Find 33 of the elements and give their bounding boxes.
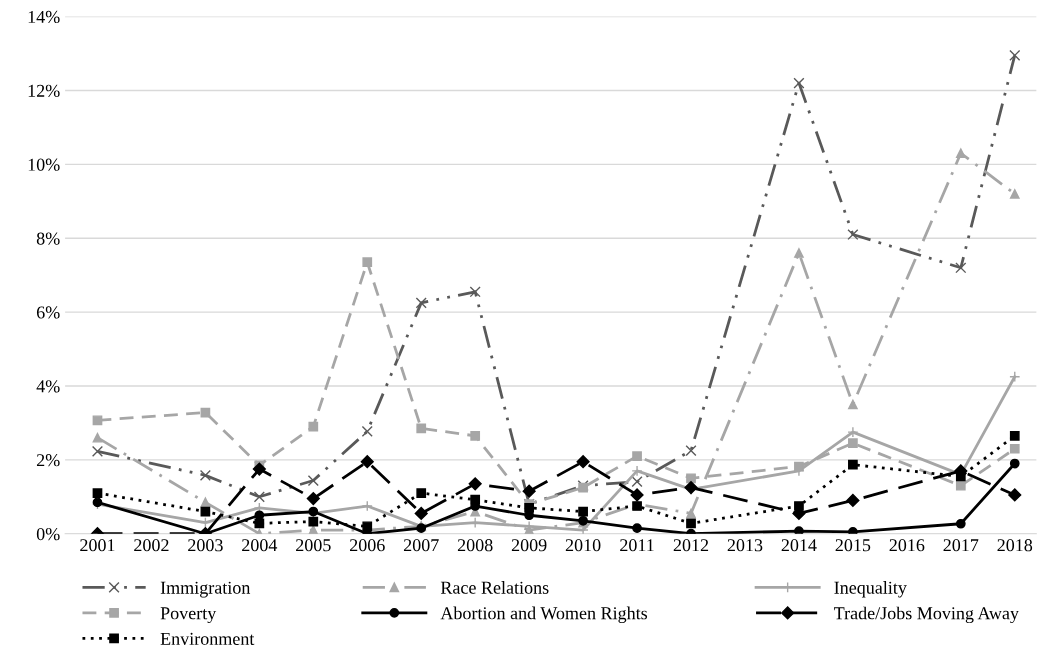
x-tick-label: 2004 (242, 539, 278, 552)
y-tick-label: 8% (36, 232, 60, 245)
x-tick-label: 2008 (457, 539, 493, 552)
x-tick-label: 2012 (673, 539, 709, 552)
x-tick-label: 2015 (835, 539, 871, 552)
legend-label: Immigration (160, 581, 251, 598)
legend-label: Poverty (160, 607, 217, 624)
x-tick-label: 2011 (620, 539, 654, 552)
x-tick-label: 2005 (296, 539, 331, 552)
x-tick-label: 2017 (943, 539, 979, 552)
y-tick-label: 0% (36, 527, 60, 541)
x-tick-label: 2007 (403, 539, 439, 552)
y-tick-label: 4% (36, 380, 60, 393)
y-tick-label: 14% (28, 10, 60, 24)
x-tick-label: 2013 (727, 539, 763, 552)
x-tick-label: 2001 (80, 539, 115, 552)
legend-label: Race Relations (440, 581, 549, 594)
legend-label: Abortion and Women Rights (440, 606, 648, 624)
y-tick-label: 10% (28, 158, 60, 171)
y-tick-label: 12% (28, 84, 60, 97)
x-tick-label: 2016 (889, 539, 925, 552)
y-tick-label: 6% (36, 306, 60, 319)
x-tick-label: 2018 (997, 539, 1033, 552)
legend-label: Environment (160, 632, 255, 645)
legend-label: Inequality (834, 581, 907, 598)
x-tick-label: 2003 (188, 539, 223, 552)
x-tick-label: 2014 (781, 539, 817, 552)
legend-label: Trade/Jobs Moving Away (834, 606, 1019, 624)
x-tick-label: 2010 (565, 539, 601, 552)
x-tick-label: 2006 (350, 539, 385, 552)
y-tick-label: 2% (36, 454, 60, 467)
x-tick-label: 2009 (511, 539, 547, 552)
x-tick-label: 2002 (134, 539, 169, 552)
